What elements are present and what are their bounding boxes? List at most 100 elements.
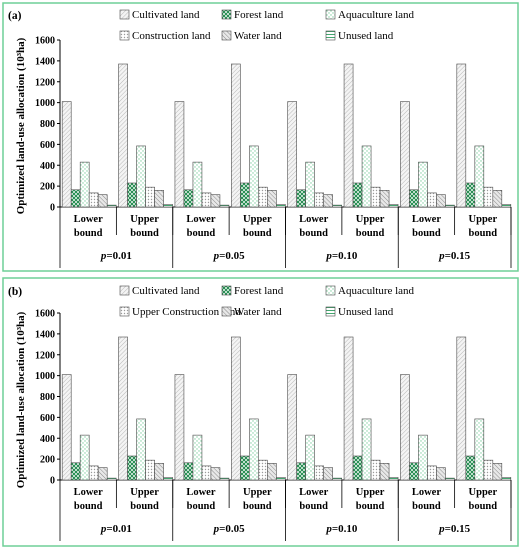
y-tick-label: 0 (50, 476, 55, 487)
group-label-value: =0.15 (445, 523, 471, 535)
y-axis-label: Optimized land-use allocation (10³ha) (15, 311, 27, 488)
legend-swatch (119, 9, 130, 20)
bar (370, 186, 381, 208)
group-label-var: p (100, 250, 107, 262)
y-tick-label: 1400 (35, 329, 55, 340)
legend-label: Forest land (234, 285, 284, 297)
legend-item: Forest land (221, 285, 284, 297)
category-label: bound (469, 228, 498, 239)
bar (343, 336, 354, 481)
bar (379, 462, 390, 481)
bar (388, 477, 399, 481)
category-label: bound (412, 228, 441, 239)
legend-label: Cultivated land (132, 9, 200, 21)
group-label-value: =0.15 (445, 250, 471, 262)
panel-a-label: (a) (8, 10, 22, 22)
bar (258, 186, 268, 208)
bar (136, 418, 146, 481)
bar (79, 434, 90, 481)
y-tick-label: 1200 (35, 350, 55, 361)
group-label-value: =0.05 (219, 250, 245, 262)
bar (456, 336, 467, 481)
legend-label: Construction land (132, 30, 211, 42)
legend-item: Cultivated land (119, 9, 200, 21)
legend-label: Water land (234, 306, 282, 318)
bar (127, 455, 137, 481)
legend-item: Water land (221, 30, 282, 42)
group-label-var: p (438, 523, 445, 535)
bar (240, 455, 250, 481)
bar (219, 204, 230, 208)
group-label-var: p (325, 250, 332, 262)
bar (492, 190, 503, 208)
bar (61, 101, 72, 208)
category-label: Upper (356, 487, 385, 498)
category-label: Lower (186, 214, 215, 225)
bar (332, 204, 342, 208)
bar (483, 459, 494, 481)
category-label: bound (187, 228, 216, 239)
bar (88, 192, 99, 208)
legend-swatch (221, 9, 232, 20)
legend-swatch (221, 30, 232, 41)
y-tick-label: 400 (40, 161, 55, 172)
category-label: bound (130, 228, 159, 239)
bar (118, 336, 128, 481)
bar (79, 161, 90, 208)
group-label: p=0.05 (213, 250, 246, 262)
group-label: p=0.10 (325, 250, 358, 262)
category-label: bound (187, 501, 216, 512)
category-label: Upper (243, 214, 272, 225)
y-tick-label: 600 (40, 413, 55, 424)
category-label: bound (356, 228, 385, 239)
bar (174, 101, 185, 208)
bar (409, 462, 419, 481)
bar (445, 204, 455, 208)
category-label: Lower (299, 487, 328, 498)
legend-b: Cultivated land Forest land Aquaculture la… (119, 285, 415, 318)
category-label: bound (74, 228, 103, 239)
bar (201, 192, 212, 208)
bar (106, 477, 117, 481)
category-label: bound (299, 501, 328, 512)
legend-swatch (119, 285, 130, 296)
legend-item: Unused land (325, 30, 394, 42)
bar (501, 477, 512, 481)
bar (436, 467, 446, 481)
panel-a: (a) Optimized land-use allocation (10³ha… (2, 2, 519, 272)
category-label: Upper (130, 214, 159, 225)
legend-item: Upper Construction land (119, 306, 241, 318)
legend-label: Unused land (338, 306, 394, 318)
bar (492, 462, 503, 481)
bar (183, 189, 194, 208)
bar (183, 462, 194, 481)
legend-swatch (325, 30, 336, 41)
bar (465, 182, 476, 208)
group-label-value: =0.10 (332, 523, 358, 535)
bar (296, 189, 306, 208)
bar (145, 186, 155, 208)
y-tick-label: 200 (40, 455, 55, 466)
bar (276, 204, 286, 208)
bar (352, 182, 363, 208)
bar (370, 459, 381, 481)
category-label: Lower (412, 214, 441, 225)
category-label: bound (243, 501, 272, 512)
bar (210, 467, 221, 481)
bar (427, 192, 437, 208)
bar (427, 465, 437, 481)
category-label: bound (130, 501, 159, 512)
category-label: Lower (74, 214, 103, 225)
category-label: bound (74, 501, 103, 512)
bar (409, 189, 419, 208)
bar (379, 190, 390, 208)
group-label: p=0.15 (438, 250, 471, 262)
group-label-var: p (100, 523, 107, 535)
bar (219, 477, 230, 481)
legend-label: Aquaculture land (338, 9, 415, 21)
bar (314, 465, 324, 481)
bar (231, 336, 241, 481)
bar (474, 418, 485, 481)
panel-a-frame (2, 2, 519, 272)
bar (465, 455, 476, 481)
